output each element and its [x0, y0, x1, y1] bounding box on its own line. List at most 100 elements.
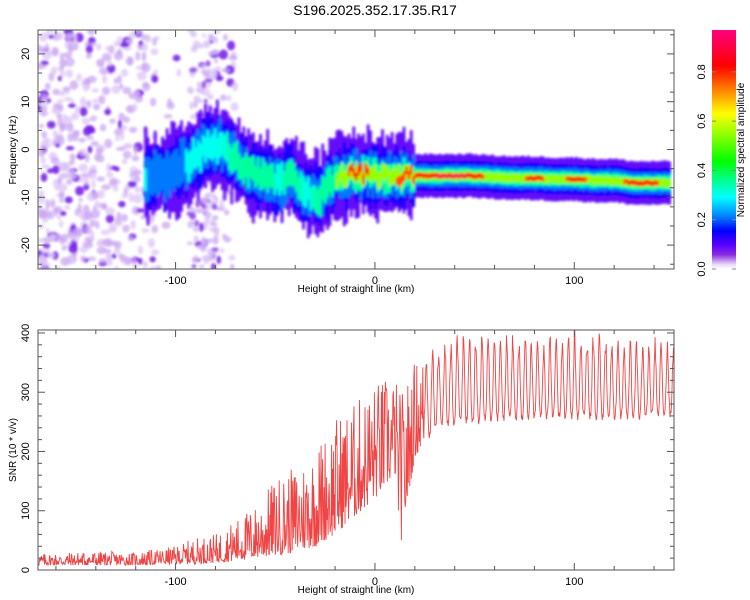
- track-cell: [610, 177, 614, 186]
- noise-blob: [38, 44, 42, 54]
- track-cell: [376, 171, 380, 189]
- track-cell: [397, 163, 401, 178]
- track-cell: [311, 184, 315, 209]
- noise-blob: [79, 106, 88, 117]
- noise-blob: [38, 62, 44, 70]
- track-cell: [534, 175, 538, 181]
- x-tick-label: 0: [372, 576, 378, 588]
- track-cell: [637, 181, 640, 187]
- track-cell: [613, 176, 616, 186]
- colorbar: 0.0 0.2 0.4 0.6 0.8 Normalized spectral ampl…: [696, 30, 747, 277]
- track-cell: [512, 173, 516, 182]
- noise-blob: [211, 247, 220, 252]
- noise-blob: [85, 44, 93, 54]
- track-cell: [505, 173, 509, 183]
- noise-blob: [134, 175, 141, 183]
- noise-blob: [96, 176, 106, 182]
- noise-blob: [201, 64, 207, 69]
- noise-blob: [218, 49, 229, 60]
- track-cell: [622, 179, 626, 185]
- noise-blob: [45, 199, 51, 210]
- track-cell: [338, 172, 341, 186]
- track-cell: [381, 163, 384, 180]
- noise-blob: [65, 146, 75, 151]
- noise-blob: [66, 178, 73, 185]
- track-cell: [428, 173, 432, 179]
- track-cell: [220, 131, 224, 156]
- noise-blob: [122, 224, 130, 233]
- track-cell: [584, 177, 588, 183]
- noise-blob: [40, 45, 46, 56]
- noise-blob: [202, 240, 208, 245]
- noise-blob: [71, 112, 80, 121]
- spectrogram-x-ticks: -100 0 100: [55, 30, 655, 287]
- noise-blob: [86, 135, 94, 140]
- noise-blob: [192, 255, 200, 262]
- track-cell: [361, 173, 365, 185]
- noise-blob: [197, 87, 206, 94]
- track-cell: [417, 172, 420, 178]
- track-cell: [519, 174, 523, 184]
- noise-blob: [122, 150, 132, 159]
- track-cell: [146, 156, 150, 202]
- noise-blob: [71, 228, 81, 237]
- track-cell: [507, 173, 511, 183]
- colorbar-tick-label: 0.2: [696, 212, 708, 227]
- noise-blob: [86, 256, 97, 261]
- track-cell: [304, 181, 308, 208]
- track-cell: [498, 173, 502, 182]
- track-cell: [639, 180, 643, 186]
- noise-blob: [101, 203, 108, 210]
- noise-blob: [120, 131, 125, 141]
- track-cell: [223, 134, 227, 160]
- noise-blob: [214, 196, 219, 204]
- track-cell: [235, 141, 238, 170]
- track-cell: [438, 173, 442, 177]
- track-cell: [450, 173, 454, 177]
- y-tick-label: 20: [20, 48, 32, 60]
- track-cell: [452, 175, 456, 179]
- noise-blob: [133, 145, 138, 155]
- track-cell: [541, 176, 545, 182]
- track-cell: [177, 155, 181, 188]
- track-cell: [586, 174, 590, 184]
- track-cell: [617, 177, 621, 187]
- noise-blob: [219, 247, 225, 254]
- track-cell: [539, 175, 542, 181]
- noise-blob: [128, 126, 138, 134]
- track-cell: [204, 137, 207, 163]
- track-cell: [567, 176, 571, 182]
- noise-blob: [96, 246, 107, 255]
- track-cell: [395, 177, 399, 186]
- noise-blob: [211, 262, 216, 269]
- noise-blob: [144, 34, 152, 43]
- noise-blob: [89, 219, 97, 228]
- noise-blob: [137, 245, 144, 255]
- noise-blob: [200, 203, 207, 210]
- y-tick-label: 10: [20, 96, 32, 108]
- noise-blob: [201, 196, 210, 205]
- track-cell: [665, 179, 669, 188]
- track-cell: [412, 175, 416, 184]
- snr-frame: [37, 329, 675, 571]
- snr-line-group: [38, 330, 674, 567]
- noise-blob: [207, 51, 215, 56]
- noise-blob: [38, 209, 45, 219]
- noise-blob: [67, 132, 74, 142]
- track-cell: [180, 138, 183, 184]
- noise-blob: [192, 44, 198, 49]
- noise-blob: [78, 197, 83, 203]
- noise-blob: [81, 117, 91, 125]
- track-cell: [316, 189, 320, 215]
- noise-blob: [189, 30, 197, 38]
- noise-blob: [84, 242, 94, 249]
- track-cell: [515, 173, 518, 183]
- noise-blob: [90, 42, 97, 47]
- track-cell: [400, 174, 404, 185]
- noise-blob: [65, 69, 74, 78]
- noise-blob: [56, 112, 63, 119]
- track-cell: [249, 156, 253, 179]
- y-tick-label: 0: [20, 567, 32, 573]
- track-cell: [216, 137, 219, 165]
- noise-blob: [69, 80, 79, 90]
